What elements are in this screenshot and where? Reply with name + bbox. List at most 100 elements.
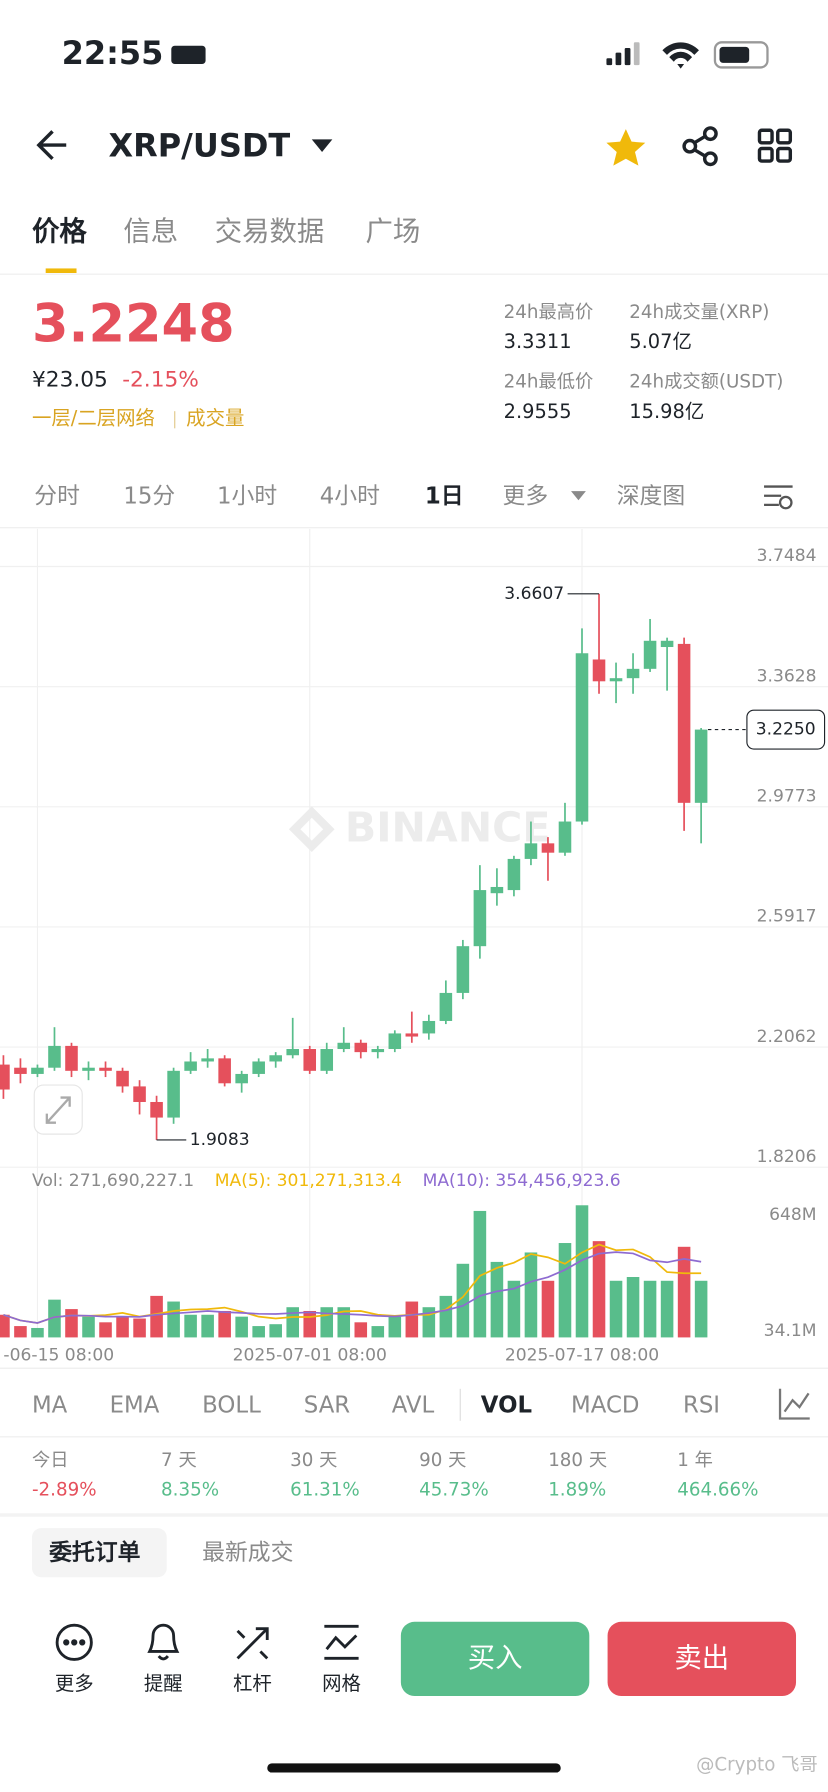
volume-bar (490, 1261, 504, 1338)
candle-body (541, 843, 555, 853)
expand-button[interactable] (33, 1084, 83, 1135)
perf-label: 今日 (32, 1450, 69, 1471)
volume-bar (405, 1301, 419, 1338)
interval[interactable]: 深度图 (617, 483, 685, 509)
interval-bar: 分时 15分 1小时 4小时 1日 更多 深度图 (34, 483, 685, 509)
order-tab[interactable]: 最新成交 (202, 1540, 293, 1566)
candle-body (167, 1070, 180, 1118)
last-price-label: 3.2250 (756, 720, 816, 740)
tab[interactable]: 交易数据 (215, 217, 325, 248)
interval[interactable]: 15分 (123, 483, 175, 509)
candle-body (609, 678, 623, 682)
action-label[interactable]: 提醒 (144, 1672, 183, 1695)
volume-bar (507, 1280, 521, 1338)
tab[interactable]: 价格 (32, 217, 87, 248)
share-button[interactable] (682, 126, 718, 167)
more-dropdown[interactable] (571, 491, 586, 501)
perf-label: 180 天 (548, 1450, 607, 1471)
indicator[interactable]: EMA (110, 1392, 160, 1418)
tab[interactable]: 信息 (123, 217, 178, 248)
tab[interactable]: 广场 (365, 217, 420, 248)
candle-body (99, 1067, 112, 1071)
buy-label[interactable]: 买入 (468, 1643, 523, 1674)
candle-body (388, 1033, 402, 1050)
candle-body (575, 653, 589, 822)
candle-body (14, 1067, 27, 1074)
volume-bar (592, 1241, 606, 1338)
volume-bar (269, 1324, 282, 1338)
candle-body (643, 640, 657, 669)
interval[interactable]: 1小时 (217, 483, 277, 509)
network-link[interactable]: 一层/二层网络 (32, 407, 155, 430)
indicator[interactable]: MA (32, 1392, 68, 1418)
volume-bar (473, 1210, 487, 1338)
x-tick-label: 2025-07-17 08:00 (505, 1346, 659, 1366)
indicator[interactable]: MACD (571, 1392, 639, 1418)
order-tab[interactable]: 委托订单 (49, 1540, 140, 1566)
candle-body (677, 643, 691, 803)
perf-value: 45.73% (419, 1479, 489, 1500)
candle-body (31, 1067, 44, 1074)
perf-label: 1 年 (677, 1450, 713, 1471)
pair-dropdown[interactable] (311, 139, 333, 152)
candle-body (269, 1055, 282, 1062)
tab-indicator (45, 268, 77, 274)
interval[interactable]: 1日 (425, 483, 464, 509)
home-indicator (267, 1763, 561, 1773)
volume-link[interactable]: 成交量 (186, 407, 244, 430)
candlestick-chart: 3.7484 3.3628 2.9773 2.5917 2.2062 1.8206 BINA… (0, 528, 828, 1366)
volume-bar (218, 1310, 231, 1338)
y-tick-label: 2.9773 (757, 787, 817, 807)
candle-body (150, 1101, 163, 1118)
back-button[interactable] (36, 130, 67, 161)
y-tick-label: 3.7484 (757, 546, 817, 566)
price-cny: ¥23.05 (32, 367, 108, 392)
stat-value: 15.98亿 (629, 400, 704, 423)
candle-body (303, 1049, 317, 1071)
action-label[interactable]: 更多 (55, 1672, 94, 1695)
candle-body (660, 640, 674, 648)
interval[interactable]: 分时 (34, 483, 80, 509)
volume-bar (354, 1322, 368, 1338)
candle-body (422, 1020, 436, 1034)
candle-body (524, 843, 538, 859)
action-label[interactable]: 杠杆 (233, 1672, 272, 1695)
volume-bar (116, 1316, 129, 1338)
y-tick-label: 2.5917 (757, 907, 817, 927)
interval[interactable]: 4小时 (320, 483, 380, 509)
volume-bar (694, 1280, 708, 1338)
indicator-settings[interactable] (778, 1388, 810, 1420)
indicator[interactable]: SAR (304, 1392, 351, 1418)
volume-bar (150, 1295, 163, 1338)
indicator[interactable]: RSI (683, 1392, 720, 1418)
high-label: 3.6607 (504, 584, 564, 604)
indicator[interactable]: VOL (481, 1392, 532, 1418)
favorite-star[interactable] (606, 129, 646, 166)
interval[interactable]: 更多 (503, 483, 549, 509)
indicator[interactable]: BOLL (202, 1392, 261, 1418)
volume-bar (0, 1314, 10, 1338)
actions: 更多 提醒 杠杆 网格 (55, 1672, 361, 1695)
stat-value: 5.07亿 (629, 330, 692, 353)
indicator[interactable]: AVL (392, 1392, 435, 1418)
stat-label: 24h成交额(USDT) (629, 372, 783, 393)
volume-bar (65, 1309, 78, 1338)
sell-button[interactable] (607, 1621, 797, 1697)
y-tick-label: 2.2062 (757, 1027, 817, 1047)
candle-body (235, 1073, 248, 1084)
sell-label[interactable]: 卖出 (674, 1643, 729, 1674)
volume-bar (167, 1301, 180, 1338)
volume-bar (320, 1307, 334, 1338)
buy-button[interactable] (400, 1621, 590, 1697)
volume-legend: MA(5): 301,271,313.4 (215, 1171, 402, 1191)
volume-bar (558, 1243, 572, 1338)
candle-body (48, 1045, 61, 1068)
action-label[interactable]: 网格 (322, 1672, 361, 1695)
pair-title[interactable]: XRP/USDT (108, 126, 290, 164)
layout-button[interactable] (757, 128, 793, 163)
volume-bar (133, 1318, 146, 1338)
chart-settings[interactable] (764, 485, 793, 510)
volume-bar (626, 1277, 640, 1338)
price-change: -2.15% (122, 367, 199, 392)
